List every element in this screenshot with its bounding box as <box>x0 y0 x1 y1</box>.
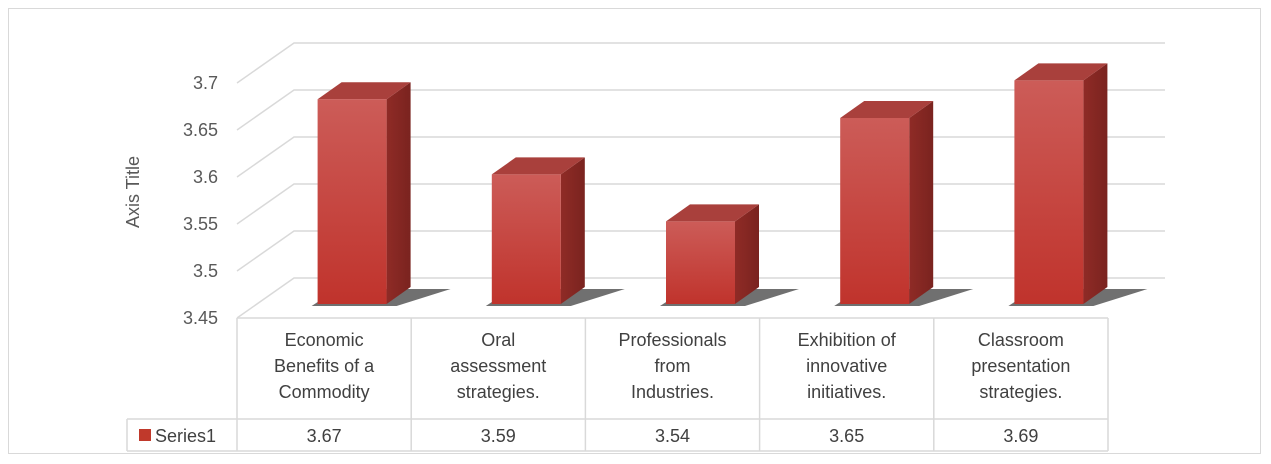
y-axis-title: Axis Title <box>123 156 143 228</box>
y-tick-label: 3.7 <box>193 73 218 93</box>
category-label: Economic Benefits of a Commodity <box>274 330 375 402</box>
bar <box>1008 63 1148 306</box>
bar <box>311 82 451 306</box>
bar-side <box>386 82 411 304</box>
category-label: Exhibition of innovative initiatives. <box>798 330 897 402</box>
bar-side <box>735 204 759 304</box>
bar-side <box>1083 63 1108 305</box>
y-tick-label: 3.55 <box>183 214 218 234</box>
data-table: Economic Benefits of a Commodity Oral assess… <box>126 317 1109 452</box>
value-label: 3.59 <box>481 426 516 446</box>
bars <box>311 63 1148 306</box>
bar-top <box>666 204 759 222</box>
gridline <box>236 89 1165 131</box>
bar-front <box>666 221 735 304</box>
bar-side <box>909 101 934 304</box>
y-tick-label: 3.65 <box>183 120 218 140</box>
bar <box>834 101 974 306</box>
y-axis-ticks: 3.45 3.5 3.55 3.6 3.65 3.7 <box>183 73 218 328</box>
bar-front <box>1014 80 1084 305</box>
y-tick-label: 3.6 <box>193 167 218 187</box>
bar <box>660 204 799 306</box>
bar-front <box>840 118 910 304</box>
bar-side <box>560 157 585 304</box>
bar-top <box>491 157 585 175</box>
category-label: Professionals from Industries. <box>618 330 726 402</box>
gridline <box>236 42 1165 84</box>
bar-top <box>1014 63 1108 81</box>
bar-top <box>317 82 411 100</box>
category-label: Oral assessment strategies. <box>450 330 546 402</box>
value-label: 3.67 <box>307 426 342 446</box>
value-label: 3.65 <box>829 426 864 446</box>
legend-series-name: Series1 <box>155 426 216 446</box>
y-tick-label: 3.5 <box>193 261 218 281</box>
legend-key <box>139 429 151 441</box>
category-label: Classroom presentation strategies. <box>971 330 1070 402</box>
value-label: 3.69 <box>1003 426 1038 446</box>
bar-top <box>840 101 934 118</box>
bar-front <box>491 174 561 304</box>
value-label: 3.54 <box>655 426 690 446</box>
y-tick-label: 3.45 <box>183 308 218 328</box>
bar <box>485 157 625 306</box>
bar-front <box>317 99 387 304</box>
